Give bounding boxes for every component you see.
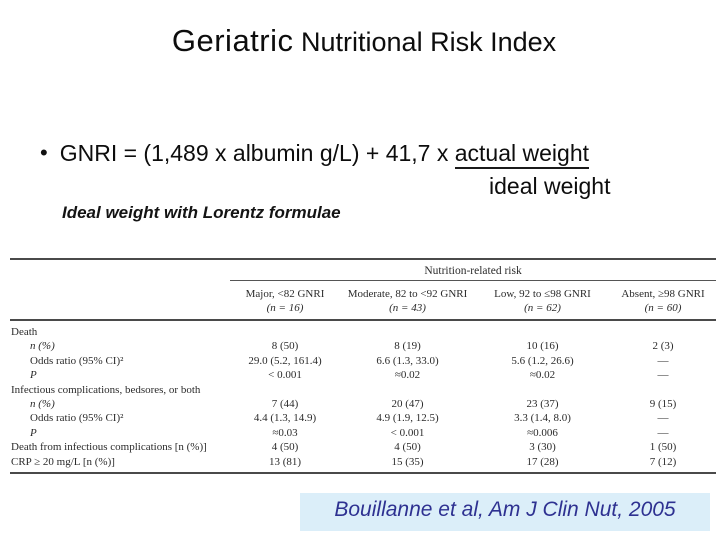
table-cell: 17 (28) — [526, 455, 559, 468]
table-cell: ≈0.006 — [527, 426, 558, 439]
table-row: P < 0.001 ≈0.02 ≈0.02 — — [10, 368, 716, 382]
group-header: Nutrition-related risk — [230, 259, 717, 281]
table-cell — [475, 383, 610, 397]
column-header: Moderate, 82 to <92 GNRI (n = 43) — [340, 280, 475, 321]
bullet-icon: • — [40, 140, 48, 165]
formula-prefix: GNRI = (1,489 x albumin g/L) + 41,7 x — [59, 140, 455, 166]
table-cell: 13 (81) — [268, 455, 302, 468]
table-cell — [610, 383, 716, 397]
table-cell: 10 (16) — [526, 340, 559, 353]
table-row: Infectious complications, bedsores, or b… — [10, 383, 716, 397]
table-cell: ≈0.03 — [272, 426, 298, 439]
column-header: Low, 92 to ≤98 GNRI (n = 62) — [475, 280, 610, 321]
page-title: Geriatric Nutritional Risk Index — [0, 22, 728, 59]
table-cell: — — [657, 426, 669, 439]
table-cell: < 0.001 — [268, 369, 302, 382]
table-cell: — — [657, 369, 669, 382]
formula-numerator: actual weight — [454, 140, 589, 169]
row-label: P — [30, 426, 37, 439]
table-cell: 7 (12) — [649, 455, 677, 468]
row-label: n (%) — [30, 398, 55, 411]
table-cell: 6.6 (1.3, 33.0) — [376, 354, 439, 367]
title-emphasis: Geriatric — [171, 23, 294, 58]
column-header-spacer — [10, 280, 230, 321]
title-rest: Nutritional Risk Index — [293, 27, 557, 57]
formula-line: GNRI = (1,489 x albumin g/L) + 41,7 x ac… — [60, 140, 589, 169]
formula-bullet-line: • GNRI = (1,489 x albumin g/L) + 41,7 x a… — [40, 138, 589, 169]
paper-table: Nutrition-related risk Major, <82 GNRI (n… — [10, 258, 717, 475]
table-cell — [230, 383, 340, 397]
group-header-spacer — [10, 259, 230, 281]
row-label: CRP ≥ 20 mg/L [n (%)] — [11, 455, 115, 468]
table-row: CRP ≥ 20 mg/L [n (%)] 13 (81) 15 (35) 17 (2… — [10, 455, 716, 473]
table-cell: 23 (37) — [526, 398, 559, 411]
table-cell — [340, 383, 475, 397]
table-row: n (%) 7 (44) 20 (47) 23 (37) 9 (15) — [10, 397, 716, 411]
row-label: Infectious complications, bedsores, or b… — [11, 383, 201, 396]
table-cell: ≈0.02 — [394, 369, 421, 382]
row-label: Death — [11, 326, 38, 338]
citation: Bouillanne et al, Am J Clin Nut, 2005 — [300, 493, 710, 531]
table-cell — [475, 320, 610, 339]
risk-table: Nutrition-related risk Major, <82 GNRI (n… — [10, 258, 717, 475]
row-label: n (%) — [30, 340, 55, 353]
formula-note: Ideal weight with Lorentz formulae — [62, 203, 341, 222]
table-row: Odds ratio (95% CI)² 29.0 (5.2, 161.4) 6.6… — [10, 354, 716, 368]
row-label: P — [30, 369, 37, 382]
table-column-header-row: Major, <82 GNRI (n = 16) Moderate, 82 to <… — [10, 280, 717, 321]
row-label: Odds ratio (95% CI)² — [30, 354, 124, 367]
table-cell: 4.9 (1.9, 12.5) — [376, 412, 439, 425]
table-cell: < 0.001 — [390, 426, 425, 439]
table-cell: 5.6 (1.2, 26.6) — [511, 354, 574, 367]
table-cell: 1 (50) — [649, 441, 677, 454]
table-cell: — — [657, 412, 669, 425]
table-cell — [340, 320, 475, 339]
table-cell: 7 (44) — [271, 398, 299, 411]
table-cell: 8 (50) — [271, 340, 299, 353]
table-cell: — — [657, 354, 669, 367]
table-row: Death — [10, 320, 716, 339]
table-cell: 4 (50) — [271, 441, 299, 454]
formula-denominator: ideal weight — [489, 173, 611, 199]
table-row: P ≈0.03 < 0.001 ≈0.006 — — [10, 426, 716, 440]
table-row: Odds ratio (95% CI)² 4.4 (1.3, 14.9) 4.9 (… — [10, 411, 716, 425]
table-cell: 3.3 (1.4, 8.0) — [514, 412, 571, 425]
table-row: n (%) 8 (50) 8 (19) 10 (16) 2 (3) — [10, 339, 716, 353]
table-cell: 3 (30) — [529, 441, 556, 454]
table-cell: 8 (19) — [394, 340, 421, 353]
column-header: Absent, ≥98 GNRI (n = 60) — [610, 280, 717, 321]
table-cell — [610, 320, 716, 339]
row-label: Death from infectious complications [n (… — [11, 441, 207, 454]
table-cell: 4.4 (1.3, 14.9) — [253, 412, 317, 425]
table-cell: ≈0.02 — [529, 369, 556, 382]
table-body: Death n (%) 8 (50) 8 (19) 10 (16) 2 (3) Odds r… — [10, 320, 716, 473]
table-cell: 4 (50) — [394, 441, 421, 454]
table-cell: 20 (47) — [391, 398, 424, 411]
table-cell: 15 (35) — [391, 455, 424, 468]
group-header-row: Nutrition-related risk — [10, 259, 717, 281]
table-cell: 9 (15) — [649, 398, 677, 411]
table-row: Death from infectious complications [n (… — [10, 440, 716, 454]
table-cell: 2 (3) — [652, 340, 674, 353]
row-label: Odds ratio (95% CI)² — [30, 412, 124, 425]
table-cell — [230, 320, 340, 339]
table-cell: 29.0 (5.2, 161.4) — [248, 354, 322, 367]
column-header: Major, <82 GNRI (n = 16) — [230, 280, 340, 321]
